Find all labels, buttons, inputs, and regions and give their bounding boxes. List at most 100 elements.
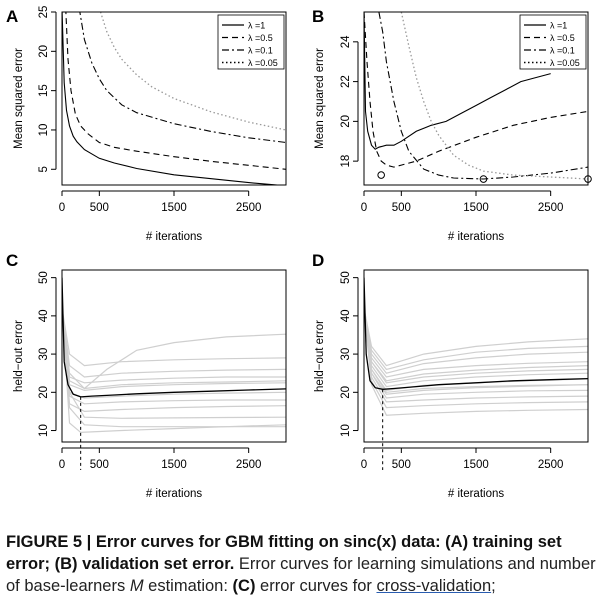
run-curve [62, 308, 286, 399]
y-tick-label: 50 [340, 271, 352, 284]
legend-box [217, 14, 285, 70]
legend-entry: λ =0.05 [550, 58, 580, 68]
y-axis-label: held−out error [314, 320, 326, 392]
mean-curve [62, 277, 286, 398]
run-curve [62, 308, 286, 390]
run-curve [364, 308, 588, 392]
run-curve [62, 308, 286, 390]
series-line [364, 12, 551, 150]
run-curve [364, 308, 588, 395]
x-tick-label: 2500 [236, 202, 262, 214]
caption-text-3: error curves for [255, 577, 377, 595]
y-tick-label: 22 [340, 75, 352, 88]
run-curve [364, 308, 588, 409]
x-tick-label: 0 [361, 202, 367, 214]
series-line [99, 12, 286, 131]
run-curve [364, 308, 588, 393]
caption-symbol-m: M [129, 577, 144, 595]
y-tick-label: 20 [38, 386, 50, 399]
y-tick-label: 5 [38, 166, 50, 172]
series-line [364, 12, 588, 168]
legend: λ =1 λ =0.5 λ =0.1 λ =0.05 [519, 14, 587, 70]
x-tick-label: 0 [59, 202, 65, 214]
x-axis-label: # iterations [146, 488, 203, 500]
run-curve [364, 308, 588, 403]
plot-area [62, 277, 286, 434]
caption-text-4: ; [491, 577, 496, 595]
run-curve [62, 308, 286, 392]
plot-frame [61, 11, 287, 186]
y-tick-label: 24 [340, 35, 352, 48]
y-tick-label: 20 [340, 386, 352, 399]
plot-area [364, 277, 588, 416]
legend-entry: λ =1 [550, 21, 567, 31]
run-curve [62, 308, 286, 367]
plot-area [364, 12, 588, 180]
series-line [378, 12, 588, 180]
run-curve [364, 308, 588, 371]
run-curve [62, 308, 286, 405]
caption-bold-c: (C) [232, 577, 256, 595]
mean-curve [364, 277, 588, 390]
y-tick-label: 20 [340, 115, 352, 128]
y-tick-label: 10 [38, 424, 50, 437]
y-tick-label: 18 [340, 155, 352, 168]
panel-letter: B [312, 7, 324, 26]
plot-area [62, 12, 286, 185]
x-tick-label: 500 [90, 459, 109, 471]
run-curve [364, 308, 588, 384]
run-curve [62, 308, 286, 428]
run-curve [62, 308, 286, 413]
panel-a: A 0 500 1500 2500 5 10 15 20 25 # iterations Mean s… [6, 6, 287, 243]
y-tick-label: 15 [38, 84, 50, 97]
plot-frame [363, 269, 589, 443]
minimum-marker [377, 171, 385, 179]
y-tick-label: 10 [340, 424, 352, 437]
panel-d: D 0 500 1500 2500 10 20 30 40 50 # iterations held−… [312, 251, 589, 500]
plot-frame [61, 269, 287, 443]
series-line [62, 12, 284, 185]
caption-text-1: Error curves for learning simulations an… [6, 555, 596, 595]
run-curve [364, 308, 588, 367]
run-curve [62, 308, 286, 378]
y-tick-label: 40 [38, 309, 50, 322]
x-tick-label: 0 [361, 459, 367, 471]
legend: λ =1 λ =0.5 λ =0.1 λ =0.05 [217, 14, 285, 70]
legend-entry: λ =0.5 [248, 33, 273, 43]
x-tick-label: 1500 [161, 459, 187, 471]
y-axis-label: held−out error [13, 320, 25, 392]
y-tick-label: 10 [38, 124, 50, 137]
x-tick-label: 2500 [236, 459, 262, 471]
x-tick-label: 1500 [463, 459, 489, 471]
panel-letter: D [312, 251, 324, 270]
x-tick-label: 1500 [463, 202, 489, 214]
minimum-marker [479, 175, 488, 183]
x-tick-label: 500 [392, 459, 411, 471]
y-tick-label: 20 [38, 45, 50, 58]
y-tick-label: 25 [38, 6, 50, 19]
x-axis-label: # iterations [146, 231, 203, 243]
legend-entry: λ =1 [248, 21, 265, 31]
y-tick-label: 40 [340, 309, 352, 322]
y-axis-label: Mean squared error [13, 48, 25, 149]
x-tick-label: 0 [59, 459, 65, 471]
panel-b: B 0 500 1500 2500 18 20 22 24 # iterations Mean sq… [312, 7, 592, 243]
caption-text-2: estimation: [143, 577, 233, 595]
x-axis-label: # iterations [448, 231, 505, 243]
x-tick-label: 2500 [538, 459, 564, 471]
run-curve [62, 308, 286, 434]
x-tick-label: 1500 [161, 202, 187, 214]
legend-box [519, 14, 587, 70]
plot-frame [363, 11, 589, 186]
y-tick-label: 30 [38, 348, 50, 361]
cross-validation-link[interactable]: cross-validation [376, 577, 492, 595]
panel-c: C 0 500 1500 2500 10 20 30 40 50 # iterations held−… [6, 251, 287, 500]
x-tick-label: 2500 [538, 202, 564, 214]
y-axis-label: Mean squared error [314, 48, 326, 149]
x-axis-label: # iterations [448, 488, 505, 500]
run-curve [364, 308, 588, 374]
x-tick-label: 500 [392, 202, 411, 214]
x-tick-label: 500 [90, 202, 109, 214]
run-curve [364, 308, 588, 378]
